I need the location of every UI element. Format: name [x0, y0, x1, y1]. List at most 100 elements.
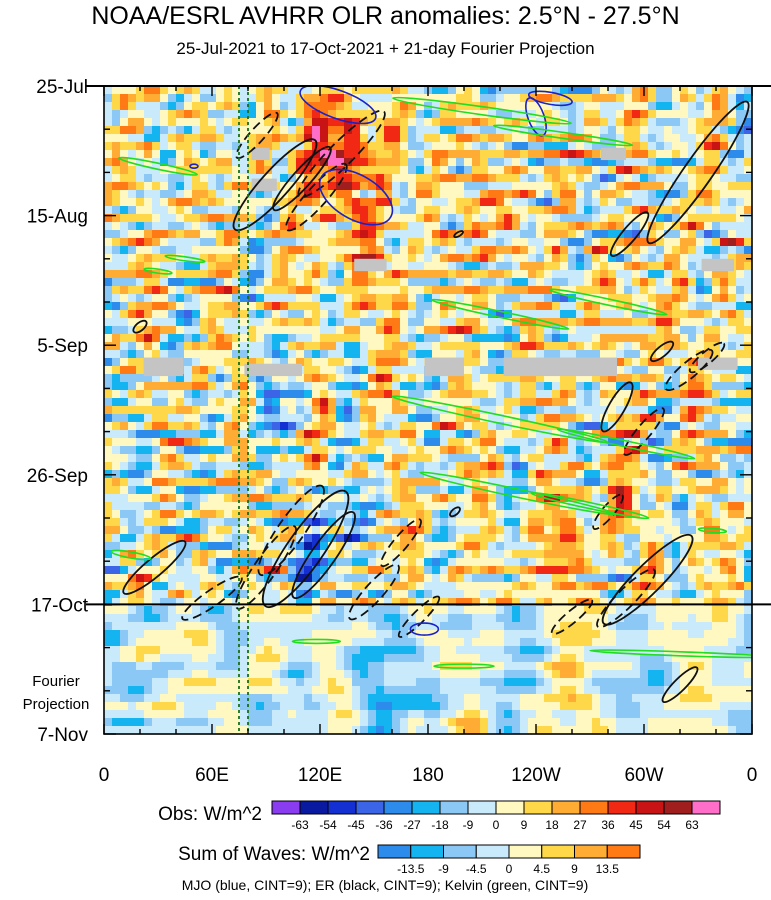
heatmap-cell: [624, 534, 633, 543]
heatmap-cell: [216, 94, 225, 103]
heatmap-cell: [144, 134, 153, 143]
heatmap-cell: [256, 334, 265, 343]
heatmap-cell: [544, 350, 553, 359]
heatmap-cell: [704, 238, 713, 247]
heatmap-cell: [568, 350, 577, 359]
heatmap-cell: [608, 134, 617, 143]
heatmap-cell: [728, 422, 737, 431]
heatmap-cell: [608, 126, 617, 135]
heatmap-cell: [712, 102, 721, 111]
heatmap-cell: [240, 486, 249, 495]
heatmap-cell: [192, 470, 201, 479]
heatmap-cell: [240, 350, 249, 359]
heatmap-cell: [696, 566, 705, 575]
heatmap-cell: [144, 182, 153, 191]
heatmap-cell: [392, 518, 401, 527]
heatmap-cell: [272, 246, 281, 255]
heatmap-cell: [576, 534, 585, 543]
heatmap-cell: [440, 430, 449, 439]
heatmap-cell: [736, 430, 745, 439]
heatmap-cell: [744, 262, 752, 271]
heatmap-cell: [560, 158, 569, 167]
heatmap-cell: [152, 318, 161, 327]
heatmap-cell: [576, 230, 585, 239]
heatmap-cell: [464, 526, 473, 535]
heatmap-cell: [440, 478, 449, 487]
heatmap-cell: [576, 110, 585, 119]
heatmap-cell: [296, 206, 305, 215]
heatmap-cell: [352, 206, 361, 215]
heatmap-cell: [176, 150, 185, 159]
heatmap-cell: [400, 566, 409, 575]
heatmap-cell: [488, 342, 497, 351]
heatmap-cell: [512, 238, 521, 247]
heatmap-cell: [232, 550, 241, 559]
heatmap-cell: [696, 430, 705, 439]
heatmap-cell: [152, 278, 161, 287]
heatmap-cell: [400, 574, 409, 583]
heatmap-cell: [520, 350, 529, 359]
heatmap-cell: [304, 294, 313, 303]
heatmap-cell: [696, 462, 705, 471]
heatmap-cell: [608, 534, 617, 543]
heatmap-cell: [224, 302, 233, 311]
heatmap-cell: [312, 174, 321, 183]
heatmap-cell: [272, 230, 281, 239]
heatmap-cell: [416, 254, 425, 263]
heatmap-cell: [664, 486, 673, 495]
heatmap-cell: [608, 310, 617, 319]
heatmap-cell: [672, 334, 681, 343]
heatmap-cell: [256, 390, 265, 399]
heatmap-cell: [408, 390, 417, 399]
heatmap-cell: [272, 542, 281, 551]
heatmap-cell: [416, 334, 425, 343]
heatmap-cell: [312, 94, 321, 103]
heatmap-cell: [136, 446, 145, 455]
heatmap-cell: [408, 318, 417, 327]
heatmap-cell: [312, 398, 321, 407]
heatmap-cell: [512, 174, 521, 183]
heatmap-cell: [240, 358, 249, 367]
heatmap-cell: [504, 190, 513, 199]
heatmap-cell: [160, 390, 169, 399]
heatmap-cell: [144, 454, 153, 463]
heatmap-cell: [712, 430, 721, 439]
heatmap-cell: [224, 286, 233, 295]
heatmap-cell: [104, 302, 113, 311]
heatmap-cell: [208, 118, 217, 127]
heatmap-cell: [320, 254, 329, 263]
heatmap-cell: [152, 110, 161, 119]
heatmap-cell: [368, 542, 377, 551]
heatmap-cell: [680, 374, 689, 383]
heatmap-cell: [256, 478, 265, 487]
heatmap-cell: [352, 446, 361, 455]
heatmap-cell: [504, 510, 513, 519]
heatmap-cell: [232, 238, 241, 247]
heatmap-cell: [432, 310, 441, 319]
heatmap-cell: [208, 382, 217, 391]
heatmap-cell: [112, 246, 121, 255]
heatmap-cell: [432, 454, 441, 463]
heatmap-cell: [624, 206, 633, 215]
heatmap-cell: [344, 422, 353, 431]
heatmap-cell: [280, 566, 289, 575]
heatmap-cell: [712, 294, 721, 303]
heatmap-cell: [504, 166, 513, 175]
heatmap-cell: [448, 278, 457, 287]
heatmap-cell: [736, 542, 745, 551]
heatmap-cell: [512, 326, 521, 335]
heatmap-cell: [472, 238, 481, 247]
heatmap-cell: [304, 134, 313, 143]
heatmap-cell: [200, 534, 209, 543]
heatmap-cell: [424, 558, 433, 567]
heatmap-cell: [456, 238, 465, 247]
heatmap-cell: [128, 102, 137, 111]
heatmap-cell: [352, 478, 361, 487]
heatmap-cell: [576, 326, 585, 335]
heatmap-cell: [728, 350, 737, 359]
heatmap-cell: [128, 254, 137, 263]
heatmap-cell: [280, 246, 289, 255]
heatmap-cell: [536, 86, 545, 95]
heatmap-cell: [288, 342, 297, 351]
heatmap-cell: [248, 534, 257, 543]
